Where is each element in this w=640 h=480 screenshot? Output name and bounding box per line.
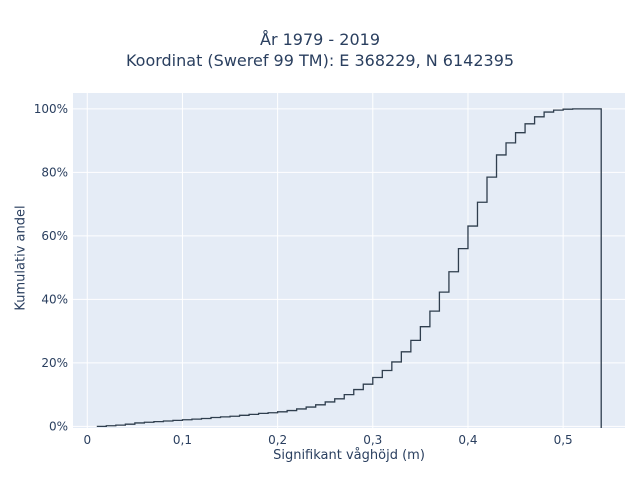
x-tick-label: 0,3 xyxy=(363,433,382,447)
x-tick-label: 0,1 xyxy=(173,433,192,447)
y-axis-label: Kumulativ andel xyxy=(13,205,29,311)
y-tick-label: 100% xyxy=(34,102,68,116)
y-gridlines xyxy=(73,108,625,427)
x-tick-label: 0 xyxy=(83,433,91,447)
series-layer xyxy=(96,108,602,428)
y-tick-labels: 0% 20% 40% 60% 80% 100% xyxy=(34,102,68,434)
x-tick-label: 0,4 xyxy=(458,433,477,447)
series-line xyxy=(96,108,602,428)
chart-title: År 1979 - 2019 xyxy=(260,30,380,49)
y-tick-label: 20% xyxy=(41,356,68,370)
x-tick-label: 0,2 xyxy=(268,433,287,447)
plot-area xyxy=(73,93,625,428)
x-tick-label: 0,5 xyxy=(554,433,573,447)
x-tick-labels: 0 0,1 0,2 0,3 0,4 0,5 xyxy=(83,433,572,447)
y-tick-label: 80% xyxy=(41,165,68,179)
y-tick-label: 0% xyxy=(49,419,68,433)
chart-subtitle: Koordinat (Sweref 99 TM): E 368229, N 61… xyxy=(125,51,515,70)
x-gridlines xyxy=(86,93,564,428)
y-tick-label: 40% xyxy=(41,292,68,306)
x-axis-label: Signifikant våghöjd (m) xyxy=(273,448,425,463)
y-tick-label: 60% xyxy=(41,229,68,243)
